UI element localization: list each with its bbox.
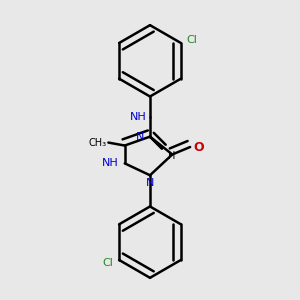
Text: NH: NH <box>130 112 147 122</box>
Text: N: N <box>146 178 154 188</box>
Text: O: O <box>193 140 204 154</box>
Text: CH₃: CH₃ <box>89 138 107 148</box>
Text: Cl: Cl <box>187 35 198 45</box>
Text: H: H <box>168 152 175 161</box>
Text: NH: NH <box>102 158 119 168</box>
Text: N: N <box>136 132 144 142</box>
Text: Cl: Cl <box>102 258 113 268</box>
